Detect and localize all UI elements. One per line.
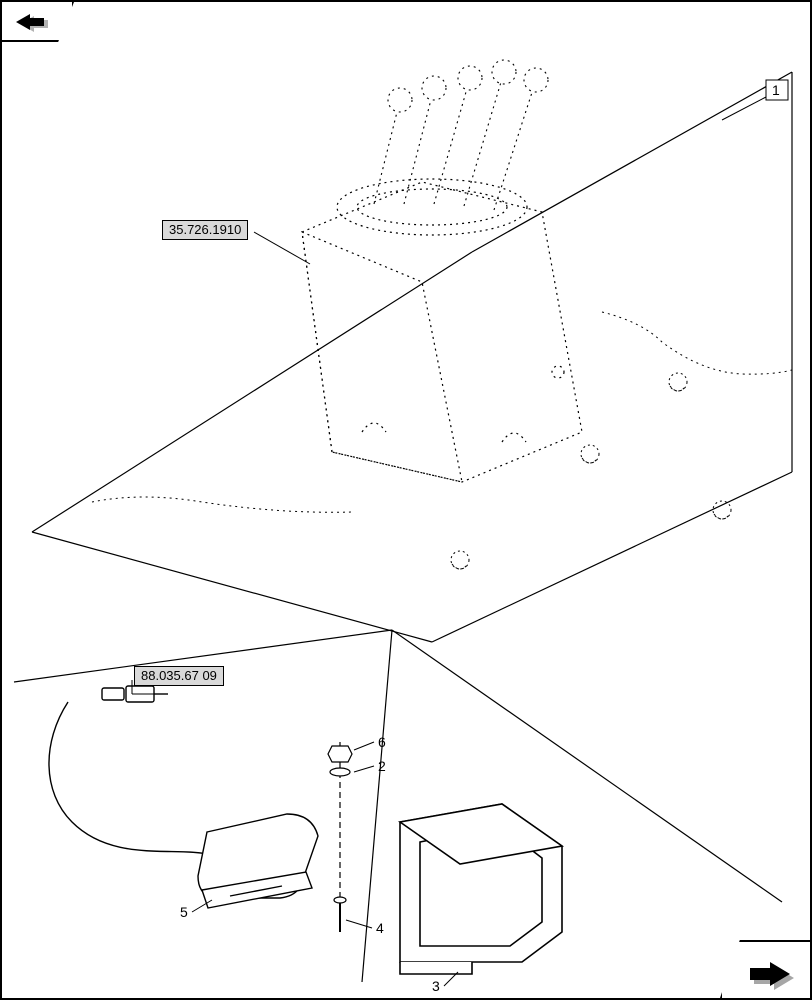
callout-1: 1 bbox=[772, 82, 780, 98]
callout-6: 6 bbox=[378, 734, 386, 750]
assembly-diagram bbox=[2, 2, 810, 998]
callout-3: 3 bbox=[432, 978, 440, 994]
callout-4: 4 bbox=[376, 920, 384, 936]
callout-5: 5 bbox=[180, 904, 188, 920]
page-frame: 35.726.1910 88.035.67 09 1 6 2 4 5 3 bbox=[0, 0, 812, 1000]
callout-2: 2 bbox=[378, 758, 386, 774]
ref-label-console: 35.726.1910 bbox=[162, 220, 248, 240]
ref-label-pedal-harness: 88.035.67 09 bbox=[134, 666, 224, 686]
